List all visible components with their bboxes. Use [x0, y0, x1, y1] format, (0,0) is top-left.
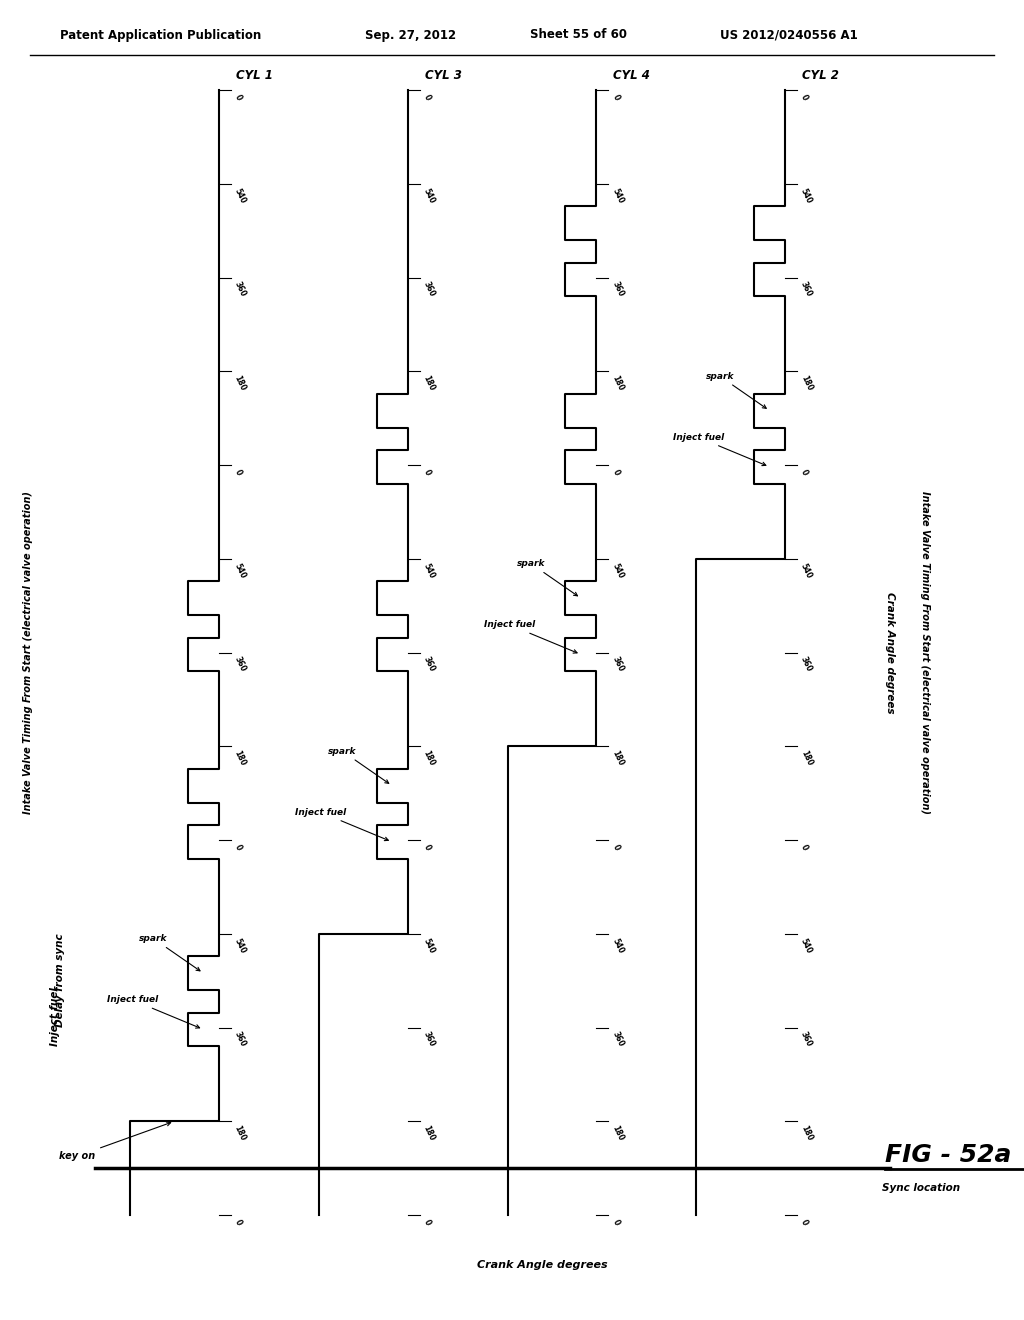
- Text: Sync location: Sync location: [882, 1183, 961, 1193]
- Text: CYL 2: CYL 2: [802, 69, 839, 82]
- Text: Intake Valve Timing From Start (electrical valve operation): Intake Valve Timing From Start (electric…: [23, 491, 33, 814]
- Text: 180: 180: [799, 375, 814, 392]
- Text: Sep. 27, 2012: Sep. 27, 2012: [365, 29, 456, 41]
- Text: 180: 180: [610, 750, 626, 767]
- Text: Sheet 55 of 60: Sheet 55 of 60: [530, 29, 627, 41]
- Text: 540: 540: [799, 562, 814, 579]
- Text: Inject fuel: Inject fuel: [484, 620, 578, 653]
- Text: 180: 180: [232, 750, 248, 767]
- Text: spark: spark: [139, 935, 200, 970]
- Text: 180: 180: [422, 750, 436, 767]
- Text: CYL 4: CYL 4: [613, 69, 650, 82]
- Text: 360: 360: [799, 281, 814, 298]
- Text: 540: 540: [232, 186, 248, 205]
- Text: 0: 0: [232, 1218, 243, 1226]
- Text: CYL 1: CYL 1: [236, 69, 272, 82]
- Text: 0: 0: [422, 92, 432, 102]
- Text: 0: 0: [610, 843, 621, 851]
- Text: 180: 180: [799, 750, 814, 767]
- Text: Intake Valve Timing From Start (electrical valve operation): Intake Valve Timing From Start (electric…: [920, 491, 930, 814]
- Text: 180: 180: [799, 1125, 814, 1142]
- Text: US 2012/0240556 A1: US 2012/0240556 A1: [720, 29, 858, 41]
- Text: Inject fuel: Inject fuel: [50, 987, 60, 1045]
- Text: Inject fuel: Inject fuel: [295, 808, 388, 841]
- Text: 360: 360: [422, 1031, 436, 1048]
- Text: 540: 540: [610, 937, 625, 954]
- Text: Delay from sync: Delay from sync: [55, 933, 65, 1027]
- Text: 360: 360: [799, 1031, 814, 1048]
- Text: 0: 0: [610, 1218, 621, 1226]
- Text: spark: spark: [706, 372, 766, 408]
- Text: 360: 360: [610, 1031, 625, 1048]
- Text: 540: 540: [799, 937, 814, 954]
- Text: FIG - 52a: FIG - 52a: [885, 1143, 1012, 1167]
- Text: key on: key on: [58, 1122, 171, 1162]
- Text: 0: 0: [422, 469, 432, 477]
- Text: 0: 0: [422, 843, 432, 851]
- Text: 0: 0: [799, 92, 809, 102]
- Text: Crank Angle degrees: Crank Angle degrees: [885, 591, 895, 713]
- Text: 540: 540: [422, 186, 436, 205]
- Text: 360: 360: [232, 656, 248, 673]
- Text: 180: 180: [610, 375, 626, 392]
- Text: spark: spark: [517, 560, 578, 595]
- Text: 0: 0: [799, 469, 809, 477]
- Text: 0: 0: [232, 92, 243, 102]
- Text: Crank Angle degrees: Crank Angle degrees: [477, 1261, 608, 1270]
- Text: 360: 360: [610, 656, 625, 673]
- Text: 360: 360: [232, 1031, 248, 1048]
- Text: 0: 0: [799, 843, 809, 851]
- Text: 360: 360: [610, 281, 625, 298]
- Text: 360: 360: [422, 281, 436, 298]
- Text: 180: 180: [232, 1125, 248, 1142]
- Text: CYL 3: CYL 3: [425, 69, 462, 82]
- Text: Inject fuel: Inject fuel: [673, 433, 766, 466]
- Text: 180: 180: [232, 375, 248, 392]
- Text: 540: 540: [232, 562, 248, 579]
- Text: 360: 360: [799, 656, 814, 673]
- Text: 0: 0: [610, 92, 621, 102]
- Text: 540: 540: [422, 562, 436, 579]
- Text: 0: 0: [232, 843, 243, 851]
- Text: 0: 0: [422, 1218, 432, 1226]
- Text: 0: 0: [610, 469, 621, 477]
- Text: 180: 180: [422, 1125, 436, 1142]
- Text: 0: 0: [232, 469, 243, 477]
- Text: 180: 180: [422, 375, 436, 392]
- Text: 0: 0: [799, 1218, 809, 1226]
- Text: 180: 180: [610, 1125, 626, 1142]
- Text: 540: 540: [799, 186, 814, 205]
- Text: 540: 540: [422, 937, 436, 954]
- Text: 540: 540: [610, 186, 625, 205]
- Text: Inject fuel: Inject fuel: [106, 995, 200, 1028]
- Text: 360: 360: [232, 281, 248, 298]
- Text: spark: spark: [328, 747, 389, 783]
- Text: 540: 540: [232, 937, 248, 954]
- Text: 360: 360: [422, 656, 436, 673]
- Text: Patent Application Publication: Patent Application Publication: [60, 29, 261, 41]
- Text: 540: 540: [610, 562, 625, 579]
